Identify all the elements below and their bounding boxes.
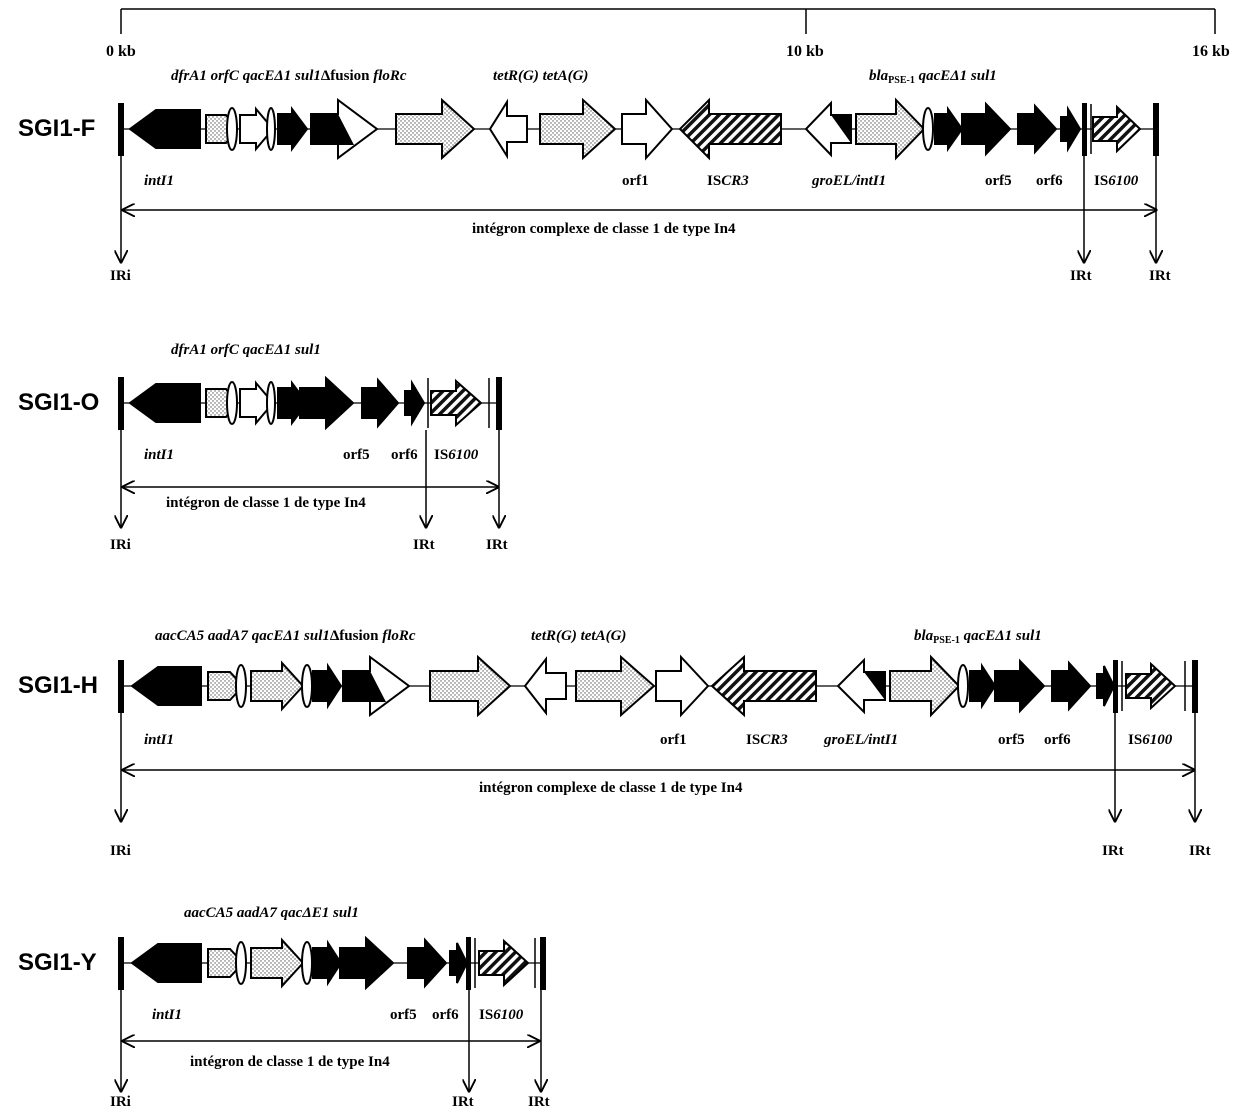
diagram-label: SGI1-Y — [18, 949, 97, 976]
orf5-label: orf5 — [343, 447, 370, 463]
tet-label: tetR(G) tetA(G) — [493, 68, 588, 84]
diagram-sgi1-o: SGI1-O dfrA1 orfC qacEΔ1 sul1 intI1 orf5… — [18, 342, 508, 553]
orf6-label: orf6 — [1044, 732, 1071, 748]
irt-label: IRt — [1149, 268, 1171, 284]
iri-label: IRi — [110, 1094, 131, 1110]
cassette-label: dfrA1 orfC qacEΔ1 sul1 — [171, 342, 321, 358]
irt-label: IRt — [528, 1094, 550, 1110]
orf1-label: orf1 — [660, 732, 687, 748]
span-label: intégron de classe 1 de type In4 — [166, 495, 366, 511]
inti1-label: intI1 — [144, 173, 174, 189]
bla-label: blaPSE-1 qacEΔ1 sul1 — [914, 628, 1042, 646]
diagram-sgi1-y: SGI1-Y aacCA5 aadA7 qacΔE1 sul1 intI1 or… — [18, 905, 550, 1110]
inti1-label: intI1 — [144, 447, 174, 463]
inti1-gene — [128, 383, 201, 423]
cassette-label: aacCA5 aadA7 qacEΔ1 sul1Δfusion floRc — [155, 628, 416, 644]
cassette-label: aacCA5 aadA7 qacΔE1 sul1 — [184, 905, 359, 921]
inti1-label: intI1 — [152, 1007, 182, 1023]
scale-end-label: 16 kb — [1192, 43, 1230, 60]
irt-label: IRt — [486, 537, 508, 553]
irt-label: IRt — [1189, 843, 1211, 859]
orf6-label: orf6 — [391, 447, 418, 463]
span-label: intégron complexe de classe 1 de type In… — [472, 221, 736, 237]
orf5-label: orf5 — [985, 173, 1012, 189]
groel-label: groEL/intI1 — [811, 173, 886, 189]
bla-label: blaPSE-1 qacEΔ1 sul1 — [869, 68, 997, 86]
scale-start-label: 0 kb — [106, 43, 136, 60]
orf5-label: orf5 — [998, 732, 1025, 748]
diagram-label: SGI1-H — [18, 672, 98, 699]
is6100-label: IS6100 — [1094, 173, 1139, 189]
is6100-label: IS6100 — [434, 447, 479, 463]
span-label: intégron de classe 1 de type In4 — [190, 1054, 390, 1070]
tet-label: tetR(G) tetA(G) — [531, 628, 626, 644]
is6100-label: IS6100 — [479, 1007, 524, 1023]
diagram-sgi1-h: SGI1-H aacCA5 aadA7 qacEΔ1 sul1Δfusion f… — [18, 628, 1211, 859]
inti1-label: intI1 — [144, 732, 174, 748]
orf1-label: orf1 — [622, 173, 649, 189]
is6100-label: IS6100 — [1128, 732, 1173, 748]
irt-label: IRt — [452, 1094, 474, 1110]
diagram-label: SGI1-F — [18, 115, 95, 142]
iscr3-label: ISCR3 — [707, 173, 749, 189]
iri-label: IRi — [110, 843, 131, 859]
iri-label: IRi — [110, 268, 131, 284]
irt-label: IRt — [413, 537, 435, 553]
inti1-gene — [128, 109, 201, 149]
iscr3-label: ISCR3 — [746, 732, 788, 748]
inti1-gene — [130, 666, 202, 706]
scale-bar: 0 kb 10 kb 16 kb — [106, 8, 1230, 60]
scale-mid-label: 10 kb — [786, 43, 824, 60]
span-label: intégron complexe de classe 1 de type In… — [479, 780, 743, 796]
orf6-label: orf6 — [432, 1007, 459, 1023]
diagram-sgi1-f: SGI1-F dfrA1 orfC qacEΔ1 sul1Δfusion flo… — [18, 68, 1171, 284]
irt-label: IRt — [1070, 268, 1092, 284]
cassette-label: dfrA1 orfC qacEΔ1 sul1Δfusion floRc — [171, 68, 407, 84]
diagram-label: SGI1-O — [18, 389, 99, 416]
iri-label: IRi — [110, 537, 131, 553]
orf6-label: orf6 — [1036, 173, 1063, 189]
orf5-label: orf5 — [390, 1007, 417, 1023]
irt-label: IRt — [1102, 843, 1124, 859]
inti1-gene — [130, 943, 202, 983]
groel-label: groEL/intI1 — [823, 732, 898, 748]
